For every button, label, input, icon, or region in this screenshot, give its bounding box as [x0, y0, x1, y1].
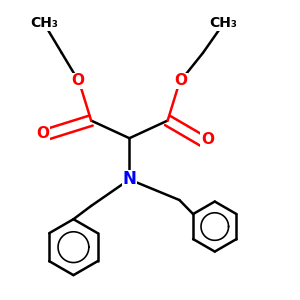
Text: CH₃: CH₃ — [210, 16, 238, 30]
Text: O: O — [71, 73, 84, 88]
Text: O: O — [174, 73, 188, 88]
Text: O: O — [36, 126, 49, 141]
Text: N: N — [122, 170, 136, 188]
Text: CH₃: CH₃ — [30, 16, 58, 30]
Text: O: O — [201, 132, 214, 147]
